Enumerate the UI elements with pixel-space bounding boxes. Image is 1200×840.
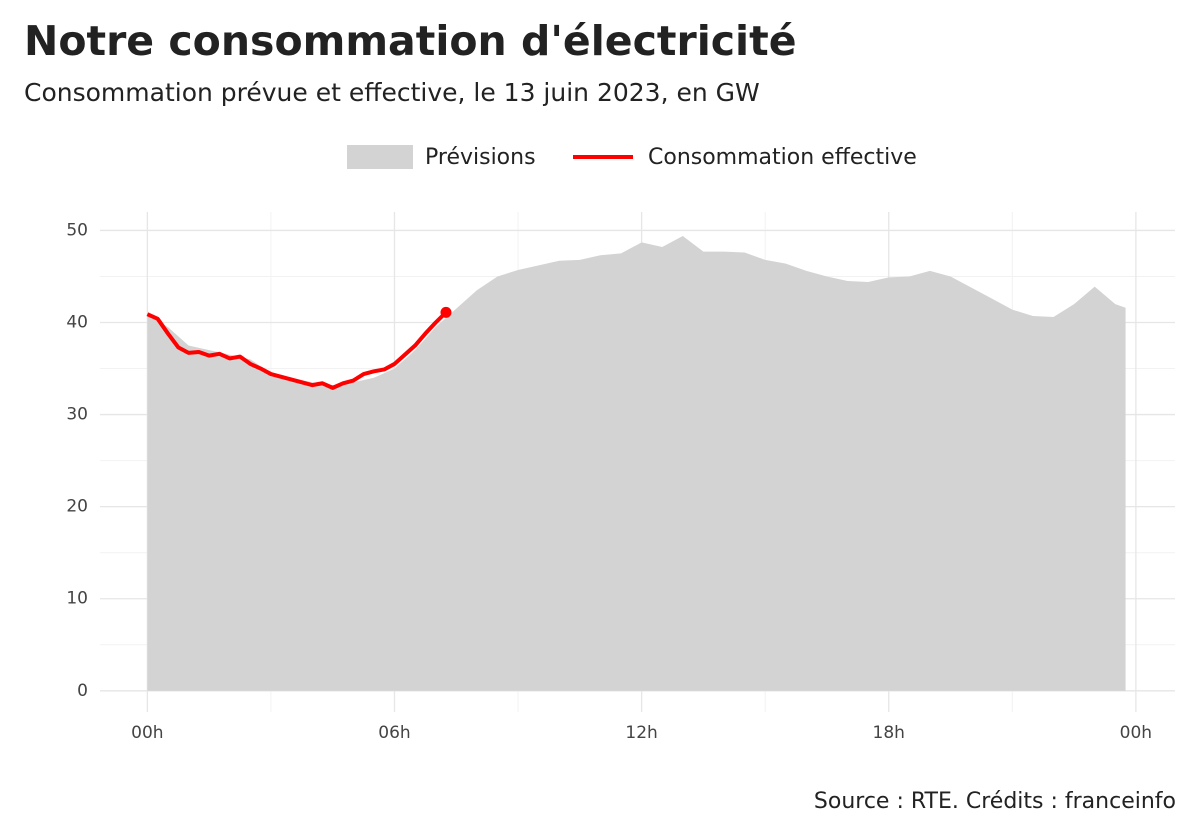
y-tick-label: 10 xyxy=(66,589,88,609)
x-tick-label: 18h xyxy=(873,723,905,743)
legend: Prévisions Consommation effective xyxy=(347,145,917,170)
source: Source : RTE. Crédits : franceinfo xyxy=(814,789,1176,814)
y-tick-label: 50 xyxy=(66,220,88,240)
legend-label: Prévisions xyxy=(425,145,536,170)
x-tick-label: 00h xyxy=(131,723,163,743)
chart-subtitle: Consommation prévue et effective, le 13 … xyxy=(24,78,760,107)
x-tick-label: 06h xyxy=(378,723,410,743)
legend-swatch xyxy=(347,145,413,169)
actual-line xyxy=(146,310,448,390)
y-tick-label: 20 xyxy=(66,497,88,517)
y-tick-label: 0 xyxy=(77,681,88,701)
y-tick-label: 30 xyxy=(66,405,88,425)
plot xyxy=(146,235,1126,691)
x-tick-label: 12h xyxy=(625,723,657,743)
y-tick-label: 40 xyxy=(66,312,88,332)
chart-title: Notre consommation d'électricité xyxy=(24,17,797,65)
legend-label: Consommation effective xyxy=(648,145,917,170)
forecast-area xyxy=(147,235,1126,691)
x-tick-label: 00h xyxy=(1120,723,1152,743)
last-point xyxy=(440,306,452,318)
